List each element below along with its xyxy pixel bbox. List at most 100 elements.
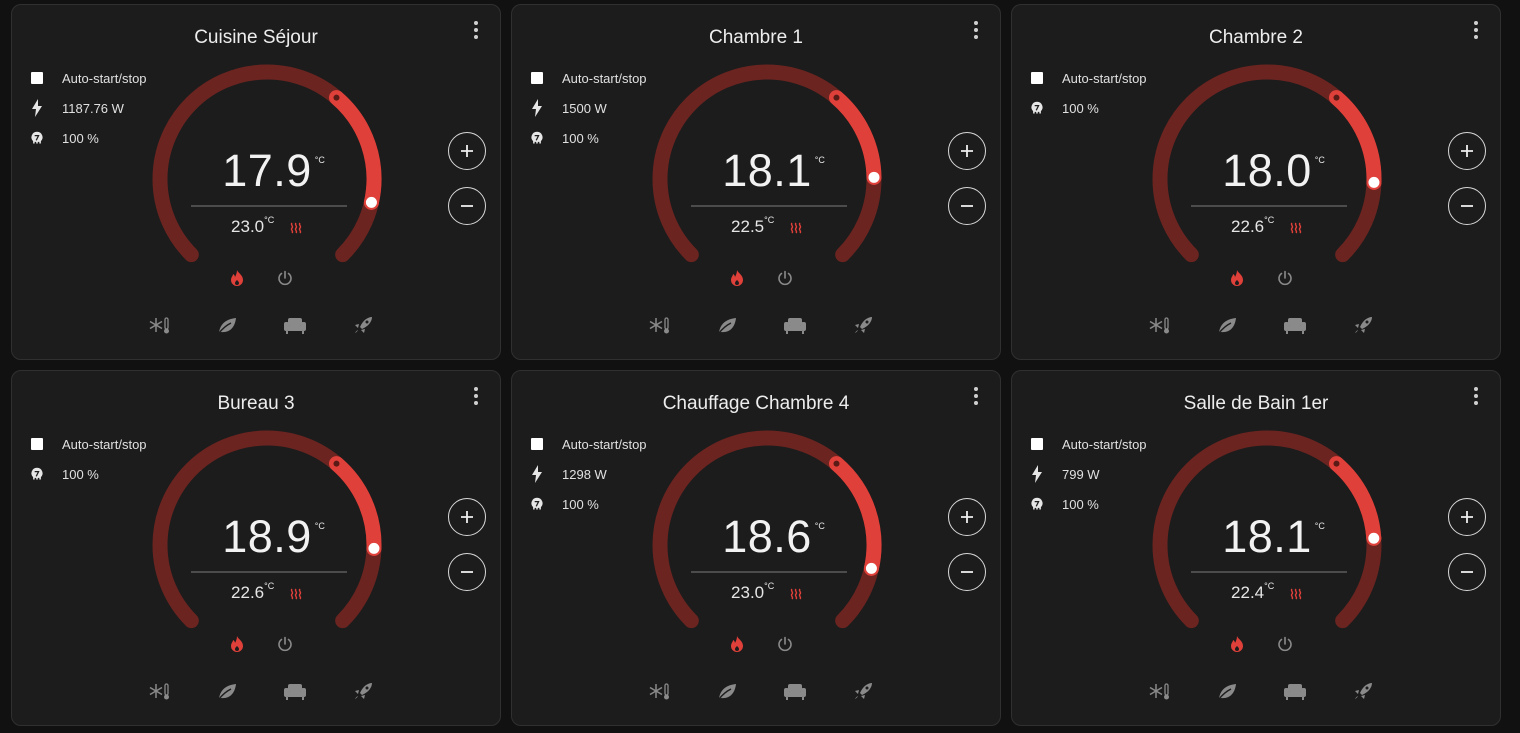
- more-menu-icon[interactable]: [1470, 19, 1482, 41]
- frost-protection-icon[interactable]: [647, 313, 671, 337]
- eco-leaf-icon[interactable]: [215, 679, 239, 703]
- target-temperature: 22.4: [1231, 583, 1265, 602]
- comfort-sofa-icon[interactable]: [283, 679, 307, 703]
- frost-protection-icon[interactable]: [647, 679, 671, 703]
- increase-temperature-button[interactable]: [448, 498, 486, 536]
- auto-start-stop-row[interactable]: Auto-start/stop: [1030, 429, 1147, 459]
- power-icon[interactable]: [774, 633, 796, 655]
- hvac-mode-row: [512, 267, 1000, 289]
- flame-icon[interactable]: [726, 633, 748, 655]
- plus-icon: [461, 145, 473, 157]
- flame-icon[interactable]: [226, 267, 248, 289]
- more-menu-icon[interactable]: [970, 19, 982, 41]
- target-temperature-handle[interactable]: [863, 560, 879, 576]
- power-icon[interactable]: [1274, 633, 1296, 655]
- more-menu-icon[interactable]: [970, 385, 982, 407]
- target-temperature-handle[interactable]: [1366, 174, 1382, 190]
- power-icon[interactable]: [774, 267, 796, 289]
- flame-icon[interactable]: [1226, 633, 1248, 655]
- auto-start-stop-checkbox[interactable]: [530, 70, 544, 86]
- current-temperature-unit: °C: [314, 521, 325, 531]
- flame-icon[interactable]: [726, 267, 748, 289]
- increase-temperature-button[interactable]: [448, 132, 486, 170]
- target-temperature-handle[interactable]: [366, 540, 382, 556]
- target-temperature-unit: °C: [1264, 581, 1275, 591]
- temperature-gauge[interactable]: [632, 421, 902, 636]
- target-temperature-handle[interactable]: [363, 194, 379, 210]
- temperature-gauge[interactable]: [1132, 421, 1402, 636]
- auto-start-stop-checkbox[interactable]: [1030, 436, 1044, 452]
- eco-leaf-icon[interactable]: [715, 313, 739, 337]
- power-icon[interactable]: [274, 267, 296, 289]
- target-temperature-handle[interactable]: [1366, 530, 1382, 546]
- target-temperature-row: 23.0°C: [632, 581, 902, 605]
- power-icon[interactable]: [1274, 267, 1296, 289]
- heat-waves-icon: [289, 219, 303, 239]
- target-temperature-row: 23.0°C: [132, 215, 402, 239]
- comfort-sofa-icon[interactable]: [1283, 313, 1307, 337]
- comfort-sofa-icon[interactable]: [783, 679, 807, 703]
- comfort-sofa-icon[interactable]: [783, 313, 807, 337]
- power-icon[interactable]: [274, 633, 296, 655]
- increase-temperature-button[interactable]: [1448, 132, 1486, 170]
- decrease-temperature-button[interactable]: [448, 553, 486, 591]
- target-temperature-unit: °C: [264, 581, 275, 591]
- frost-protection-icon[interactable]: [147, 313, 171, 337]
- plus-icon: [1461, 511, 1473, 523]
- auto-start-stop-row[interactable]: Auto-start/stop: [30, 429, 147, 459]
- eco-leaf-icon[interactable]: [1215, 679, 1239, 703]
- current-temperature-unit: °C: [814, 155, 825, 165]
- increase-temperature-button[interactable]: [1448, 498, 1486, 536]
- frost-protection-icon[interactable]: [147, 679, 171, 703]
- boost-rocket-icon[interactable]: [1351, 313, 1375, 337]
- preset-row: [12, 679, 500, 703]
- eco-leaf-icon[interactable]: [1215, 313, 1239, 337]
- card-title: Chauffage Chambre 4: [662, 393, 850, 414]
- flame-icon[interactable]: [1226, 267, 1248, 289]
- auto-start-stop-checkbox[interactable]: [1030, 70, 1044, 86]
- temperature-gauge[interactable]: [132, 421, 402, 636]
- plus-icon: [1461, 145, 1473, 157]
- current-temperature-marker: [333, 460, 340, 467]
- increase-temperature-button[interactable]: [948, 132, 986, 170]
- frost-protection-icon[interactable]: [1147, 679, 1171, 703]
- boost-rocket-icon[interactable]: [851, 313, 875, 337]
- current-temperature-unit: °C: [1314, 521, 1325, 531]
- auto-start-stop-checkbox[interactable]: [530, 436, 544, 452]
- gauge-track: [1152, 430, 1382, 629]
- eco-leaf-icon[interactable]: [715, 679, 739, 703]
- comfort-sofa-icon[interactable]: [283, 313, 307, 337]
- boost-rocket-icon[interactable]: [351, 313, 375, 337]
- battery-percent-icon: [30, 466, 44, 482]
- decrease-temperature-button[interactable]: [948, 553, 986, 591]
- boost-rocket-icon[interactable]: [1351, 679, 1375, 703]
- auto-start-stop-row[interactable]: Auto-start/stop: [530, 63, 647, 93]
- decrease-temperature-button[interactable]: [448, 187, 486, 225]
- target-temperature-row: 22.6°C: [1132, 215, 1402, 239]
- temperature-gauge[interactable]: [632, 55, 902, 270]
- boost-rocket-icon[interactable]: [851, 679, 875, 703]
- frost-protection-icon[interactable]: [1147, 313, 1171, 337]
- temperature-gauge[interactable]: [132, 55, 402, 270]
- auto-start-stop-checkbox[interactable]: [30, 436, 44, 452]
- flame-icon[interactable]: [226, 633, 248, 655]
- auto-start-stop-row[interactable]: Auto-start/stop: [30, 63, 147, 93]
- comfort-sofa-icon[interactable]: [1283, 679, 1307, 703]
- target-temperature-handle[interactable]: [866, 169, 882, 185]
- auto-start-stop-checkbox[interactable]: [30, 70, 44, 86]
- decrease-temperature-button[interactable]: [948, 187, 986, 225]
- more-menu-icon[interactable]: [1470, 385, 1482, 407]
- temperature-gauge[interactable]: [1132, 55, 1402, 270]
- boost-rocket-icon[interactable]: [351, 679, 375, 703]
- lightning-bolt-icon: [530, 99, 544, 117]
- hvac-mode-row: [12, 267, 500, 289]
- decrease-temperature-button[interactable]: [1448, 553, 1486, 591]
- eco-leaf-icon[interactable]: [215, 313, 239, 337]
- power-value: 1187.76 W: [62, 100, 124, 116]
- more-menu-icon[interactable]: [470, 385, 482, 407]
- auto-start-stop-row[interactable]: Auto-start/stop: [1030, 63, 1147, 93]
- more-menu-icon[interactable]: [470, 19, 482, 41]
- decrease-temperature-button[interactable]: [1448, 187, 1486, 225]
- auto-start-stop-row[interactable]: Auto-start/stop: [530, 429, 647, 459]
- increase-temperature-button[interactable]: [948, 498, 986, 536]
